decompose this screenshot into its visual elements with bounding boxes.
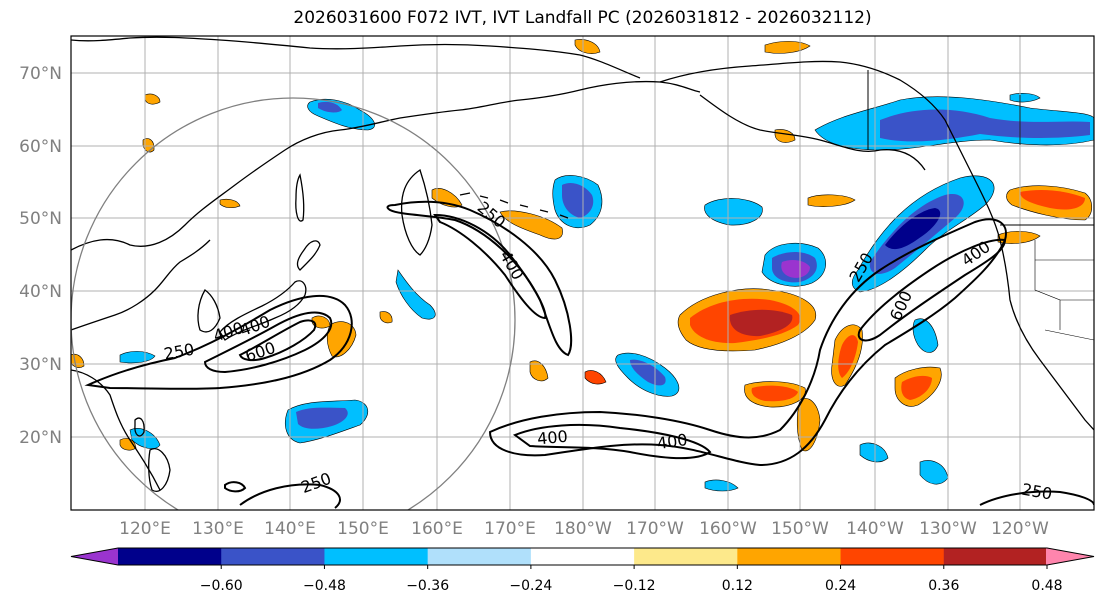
lat-tick-label: 20°N	[19, 428, 62, 448]
map-border	[70, 35, 1095, 511]
lon-tick-label: 120°E	[119, 519, 171, 539]
latitude-labels: 70°N 60°N 50°N 40°N 30°N 20°N	[19, 64, 62, 448]
negative-anomaly-area	[395, 269, 436, 320]
negative-anomaly-area	[912, 318, 939, 353]
lon-tick-label: 130°W	[919, 519, 977, 539]
lat-tick-label: 50°N	[19, 209, 62, 229]
lat-tick-label: 30°N	[19, 355, 62, 375]
lon-tick-label: 170°W	[626, 519, 684, 539]
positive-anomaly-area	[997, 231, 1041, 244]
negative-anomaly-area	[704, 479, 739, 492]
negative-anomaly-area	[318, 101, 342, 113]
colorbar-tick-label: 0.12	[722, 578, 753, 594]
colorbar-segment	[840, 548, 945, 565]
negative-anomaly-area	[781, 259, 810, 278]
lon-tick-label: 140°W	[846, 519, 904, 539]
longitude-labels: 120°E 130°E 140°E 150°E 160°E 170°E 180°W 170°W…	[119, 519, 1049, 539]
lon-tick-label: 150°E	[337, 519, 389, 539]
colorbar-tick-label: 0.36	[928, 578, 959, 594]
colorbar-segment	[221, 548, 325, 565]
colorbar-segment	[118, 548, 222, 565]
colorbar-segment	[634, 548, 738, 565]
negative-anomaly-area	[859, 442, 889, 463]
lon-tick-label: 150°W	[771, 519, 829, 539]
colorbar-tick-label: 0.48	[1031, 578, 1062, 594]
positive-anomaly-area	[529, 360, 549, 382]
lat-tick-label: 70°N	[19, 64, 62, 84]
positive-anomaly-area	[379, 311, 393, 324]
colorbar-extend-min	[71, 548, 119, 565]
negative-anomaly-area	[880, 109, 1090, 142]
colorbar-segment	[943, 548, 1048, 565]
lon-tick-label: 170°E	[484, 519, 536, 539]
colorbar-labels: −0.60 −0.48 −0.36 −0.24 −0.12 0.12 0.24 0.36 0.4…	[200, 565, 1063, 594]
colorbar-tick-label: −0.12	[613, 578, 656, 594]
lon-tick-label: 140°E	[264, 519, 316, 539]
colorbar-extend-max	[1046, 548, 1094, 565]
colorbar-segment	[324, 548, 429, 565]
colorbar	[70, 547, 1095, 566]
positive-anomaly-area	[574, 39, 601, 54]
negative-anomaly-area	[296, 407, 348, 429]
colorbar-tick-label: −0.48	[303, 578, 346, 594]
negative-anomaly-area	[630, 359, 666, 386]
colorbar-tick-label: −0.36	[406, 578, 449, 594]
colorbar-outline	[70, 547, 1095, 566]
positive-anomaly-area	[807, 194, 856, 207]
colorbar-tick-label: −0.60	[200, 578, 243, 594]
positive-anomaly-area	[838, 335, 858, 378]
reference-circle	[71, 97, 516, 510]
negative-anomaly-area	[119, 351, 156, 364]
positive-anomaly-area	[219, 198, 241, 209]
ivt-pc-shading	[71, 39, 1094, 492]
lon-tick-label: 160°E	[411, 519, 463, 539]
positive-anomaly-area	[751, 385, 798, 402]
ivt-contours	[84, 200, 1094, 509]
lat-tick-label: 60°N	[19, 137, 62, 157]
negative-anomaly-area	[562, 183, 594, 218]
positive-anomaly-area	[1020, 190, 1085, 210]
colorbar-tick-label: 0.24	[825, 578, 856, 594]
positive-anomaly-area	[764, 41, 811, 54]
colorbar-segment	[427, 548, 532, 565]
contour-value-label: 400	[656, 430, 689, 453]
contour-value-label: 400	[536, 427, 568, 449]
lon-tick-label: 180°W	[554, 519, 612, 539]
coastlines	[71, 36, 1094, 492]
positive-anomaly-area	[901, 375, 932, 400]
colorbar-segment	[530, 548, 635, 565]
positive-anomaly-area	[144, 93, 161, 105]
colorbar-segment	[737, 548, 842, 565]
lat-tick-label: 40°N	[19, 282, 62, 302]
positive-anomaly-area	[326, 321, 357, 358]
map-title: 2026031600 F072 IVT, IVT Landfall PC (20…	[293, 8, 872, 28]
lon-tick-label: 130°E	[192, 519, 244, 539]
lon-tick-label: 160°W	[699, 519, 757, 539]
lon-tick-label: 120°W	[991, 519, 1049, 539]
positive-anomaly-area	[729, 309, 793, 337]
positive-anomaly-area	[584, 370, 607, 385]
colorbar-tick-label: −0.24	[509, 578, 552, 594]
